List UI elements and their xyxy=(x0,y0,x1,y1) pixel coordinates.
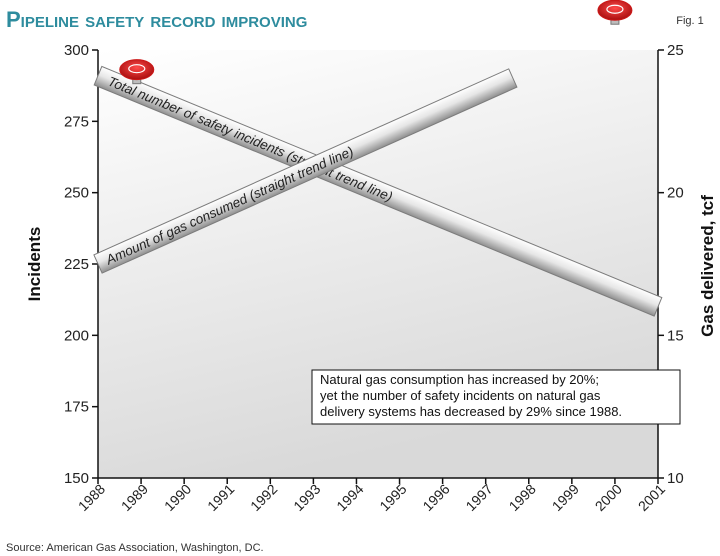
y-left-tick-label: 175 xyxy=(64,399,89,416)
valve-wheel xyxy=(597,0,633,21)
annotation-line-3: delivery systems has decreased by 29% si… xyxy=(320,404,622,419)
x-tick-label: 2001 xyxy=(635,481,668,514)
y-left-label: Incidents xyxy=(25,227,44,302)
valve-wheel xyxy=(119,59,155,81)
left-axis-ticks: 150 175 200 225 250 275 300 xyxy=(64,42,98,487)
figure-number: Fig. 1 xyxy=(676,15,704,27)
x-tick-label: 1994 xyxy=(333,481,366,514)
x-tick-label: 2000 xyxy=(592,481,625,514)
valve-spoke xyxy=(606,4,624,14)
chart-title: Pipeline safety record improving xyxy=(6,7,307,32)
x-tick-label: 1997 xyxy=(462,481,495,514)
y-left-tick-label: 225 xyxy=(64,256,89,273)
y-right-label: Gas delivered, tcf xyxy=(698,195,717,337)
y-left-tick-label: 250 xyxy=(64,185,89,202)
x-tick-label: 1990 xyxy=(161,481,194,514)
annotation-box: Natural gas consumption has increased by… xyxy=(311,369,681,425)
y-right-tick-label: 10 xyxy=(667,470,684,487)
source-note: Source: American Gas Association, Washin… xyxy=(6,542,264,554)
x-tick-label: 1995 xyxy=(376,481,409,514)
x-tick-label: 1993 xyxy=(290,481,323,514)
series-line-body xyxy=(93,65,663,317)
x-tick-label: 1989 xyxy=(118,481,151,514)
y-right-tick-label: 25 xyxy=(667,42,684,59)
series-line-1 xyxy=(93,65,663,317)
x-tick-label: 1998 xyxy=(506,481,539,514)
x-tick-label: 1992 xyxy=(247,481,280,514)
valve-icon xyxy=(119,59,155,85)
y-right-tick-label: 15 xyxy=(667,327,684,344)
series-line-2 xyxy=(93,68,518,274)
y-left-tick-label: 150 xyxy=(64,470,89,487)
valve-spoke xyxy=(128,64,146,74)
x-axis-ticks: 1988 1989 1990 1991 1992 1993 1994 1995 1996 1997… xyxy=(75,478,668,514)
x-tick-label: 1999 xyxy=(549,481,582,514)
right-axis-ticks: 10 15 20 25 xyxy=(658,42,684,487)
annotation-line-1: Natural gas consumption has increased by… xyxy=(320,372,599,387)
series-line-body xyxy=(93,68,518,274)
y-left-tick-label: 200 xyxy=(64,327,89,344)
valve-icon xyxy=(597,0,633,25)
annotation-line-2: yet the number of safety incidents on na… xyxy=(320,388,601,403)
y-right-tick-label: 20 xyxy=(667,185,684,202)
y-left-tick-label: 275 xyxy=(64,113,89,130)
y-left-tick-label: 300 xyxy=(64,42,89,59)
x-tick-label: 1991 xyxy=(204,481,237,514)
x-tick-label: 1996 xyxy=(419,481,452,514)
